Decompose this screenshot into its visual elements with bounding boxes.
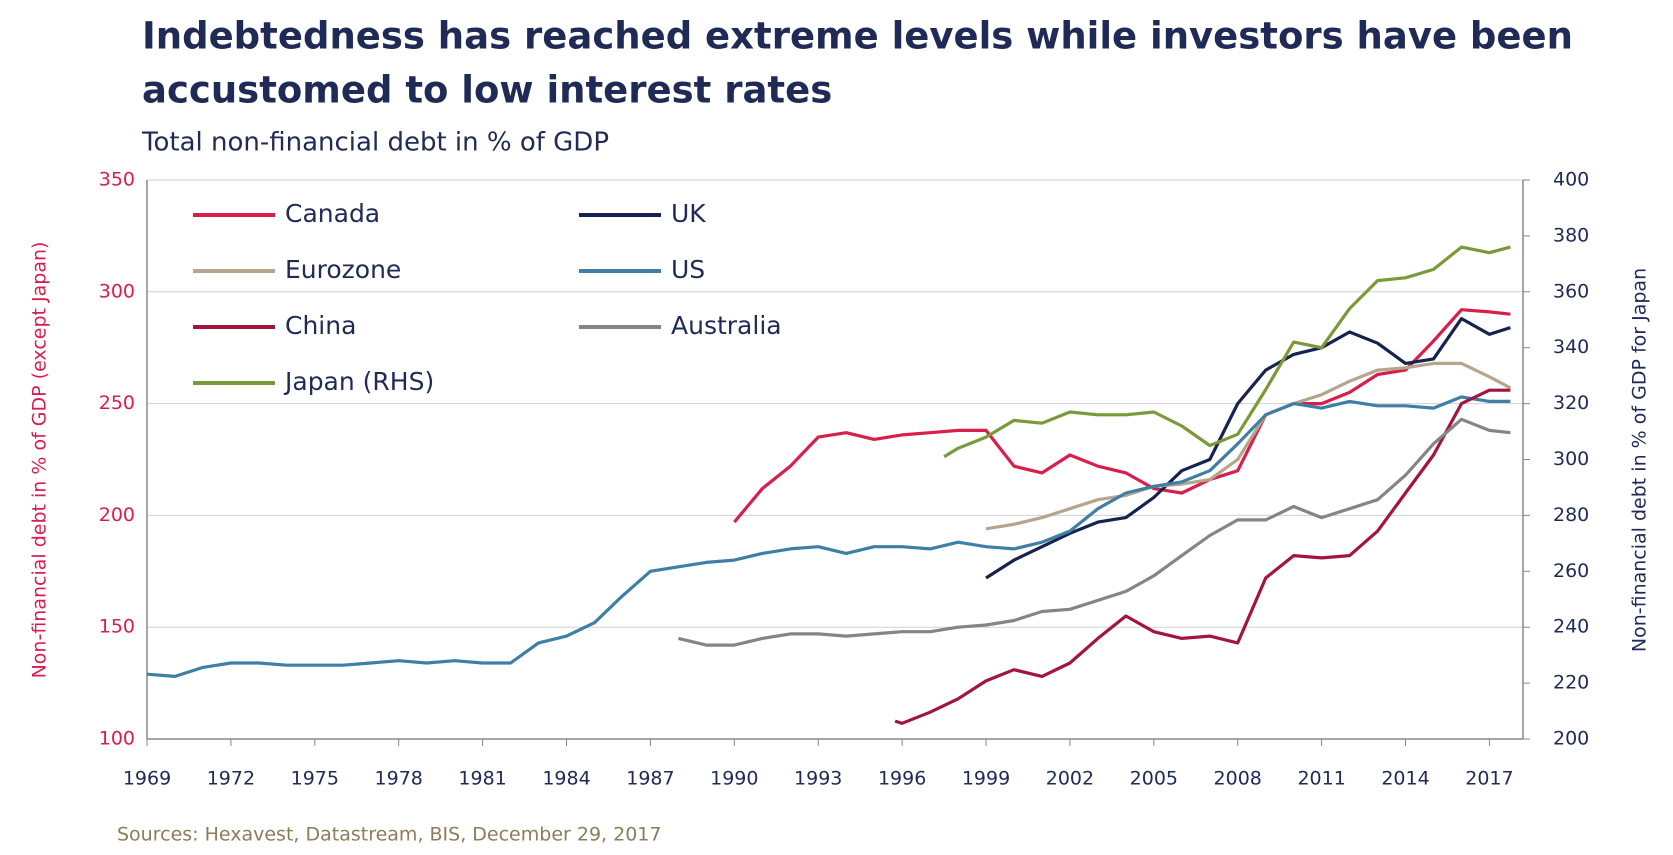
y-tick-label: 250 <box>99 392 135 414</box>
y2-axis-label: Non-financial debt in % of GDP for Japan <box>1629 268 1651 652</box>
y2-tick-label: 340 <box>1553 336 1589 358</box>
series-line <box>985 317 1511 580</box>
x-tick-label: 1996 <box>878 768 926 790</box>
y-tick-label: 150 <box>99 616 135 638</box>
chart-title: accustomed to low interest rates <box>142 69 832 112</box>
legend-label: China <box>285 311 356 340</box>
y2-tick-label: 400 <box>1553 169 1589 191</box>
x-tick-label: 2005 <box>1130 768 1178 790</box>
x-tick-label: 1984 <box>542 768 590 790</box>
y-tick-label: 200 <box>99 504 135 526</box>
y-tick-label: 350 <box>99 169 135 191</box>
y-axis-label: Non-financial debt in % of GDP (except J… <box>29 242 51 679</box>
x-tick-label: 2002 <box>1046 768 1094 790</box>
series-line <box>678 417 1511 647</box>
x-tick-label: 2014 <box>1381 768 1429 790</box>
y2-tick-label: 240 <box>1553 616 1589 638</box>
y2-tick-label: 300 <box>1553 448 1589 470</box>
x-tick-label: 1999 <box>962 768 1010 790</box>
x-tick-label: 2011 <box>1297 768 1345 790</box>
x-tick-label: 1993 <box>794 768 842 790</box>
x-tick-label: 1981 <box>458 768 506 790</box>
legend-label: UK <box>671 199 706 228</box>
y2-tick-label: 260 <box>1553 560 1589 582</box>
x-tick-label: 1987 <box>626 768 674 790</box>
legend-label: US <box>671 255 705 284</box>
x-tick-label: 1978 <box>375 768 423 790</box>
x-tick-label: 1990 <box>710 768 758 790</box>
series-line <box>733 308 1511 524</box>
series-line <box>894 388 1511 725</box>
series-line <box>943 245 1511 459</box>
y2-tick-label: 220 <box>1553 672 1589 694</box>
chart-subtitle: Total non-financial debt in % of GDP <box>141 128 609 158</box>
y2-tick-label: 280 <box>1553 504 1589 526</box>
x-tick-label: 1975 <box>291 768 339 790</box>
y2-tick-label: 360 <box>1553 280 1589 302</box>
x-tick-label: 2017 <box>1465 768 1513 790</box>
legend-label: Canada <box>285 199 380 228</box>
y2-tick-label: 380 <box>1553 224 1589 246</box>
series-line <box>985 361 1512 531</box>
legend-label: Australia <box>671 311 782 340</box>
x-tick-label: 1972 <box>207 768 255 790</box>
y2-tick-label: 200 <box>1553 728 1589 750</box>
x-tick-label: 1969 <box>123 768 171 790</box>
y-tick-label: 300 <box>99 280 135 302</box>
x-tick-label: 2008 <box>1214 768 1262 790</box>
legend-label: Eurozone <box>285 255 401 284</box>
y2-tick-label: 320 <box>1553 392 1589 414</box>
chart-title: Indebtedness has reached extreme levels … <box>142 15 1573 58</box>
series-line <box>146 395 1511 678</box>
source-note: Sources: Hexavest, Datastream, BIS, Dece… <box>117 824 661 846</box>
legend-label: Japan (RHS) <box>283 367 434 396</box>
y-tick-label: 100 <box>99 728 135 750</box>
